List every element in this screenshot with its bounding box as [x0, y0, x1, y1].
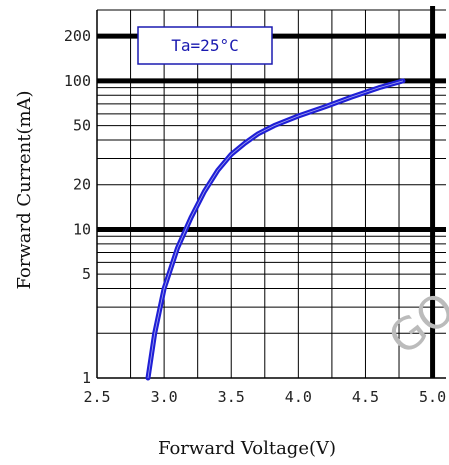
x-tick-label: 2.5	[83, 388, 110, 406]
x-tick-label: 3.5	[218, 388, 245, 406]
series-line-highlight	[147, 80, 404, 379]
series-layer	[145, 78, 406, 381]
y-tick-label: 50	[73, 117, 91, 135]
y-tick-label: 200	[64, 27, 91, 45]
x-tick-label: 5.0	[419, 388, 446, 406]
y-axis-label: Forward Current(mA)	[14, 90, 35, 289]
y-tick-label: 20	[73, 176, 91, 194]
x-tick-label: 4.0	[285, 388, 312, 406]
x-tick-label: 4.5	[352, 388, 379, 406]
legend-box	[137, 26, 273, 65]
grid	[96, 6, 446, 379]
watermark: GO	[379, 283, 449, 366]
y-tick-label: 5	[82, 265, 91, 283]
x-tick-label: 3.0	[151, 388, 178, 406]
legend-annotation: Ta=25°C	[171, 36, 238, 55]
y-tick-label: 1	[82, 369, 91, 387]
tick-labels: 2.5 3.0 3.5 4.0 4.5 5.0 1 5 10 20 50 100 200	[64, 27, 446, 406]
y-tick-label: 100	[64, 72, 91, 90]
y-tick-label: 10	[73, 220, 91, 238]
x-axis-label: Forward Voltage(V)	[158, 438, 336, 459]
